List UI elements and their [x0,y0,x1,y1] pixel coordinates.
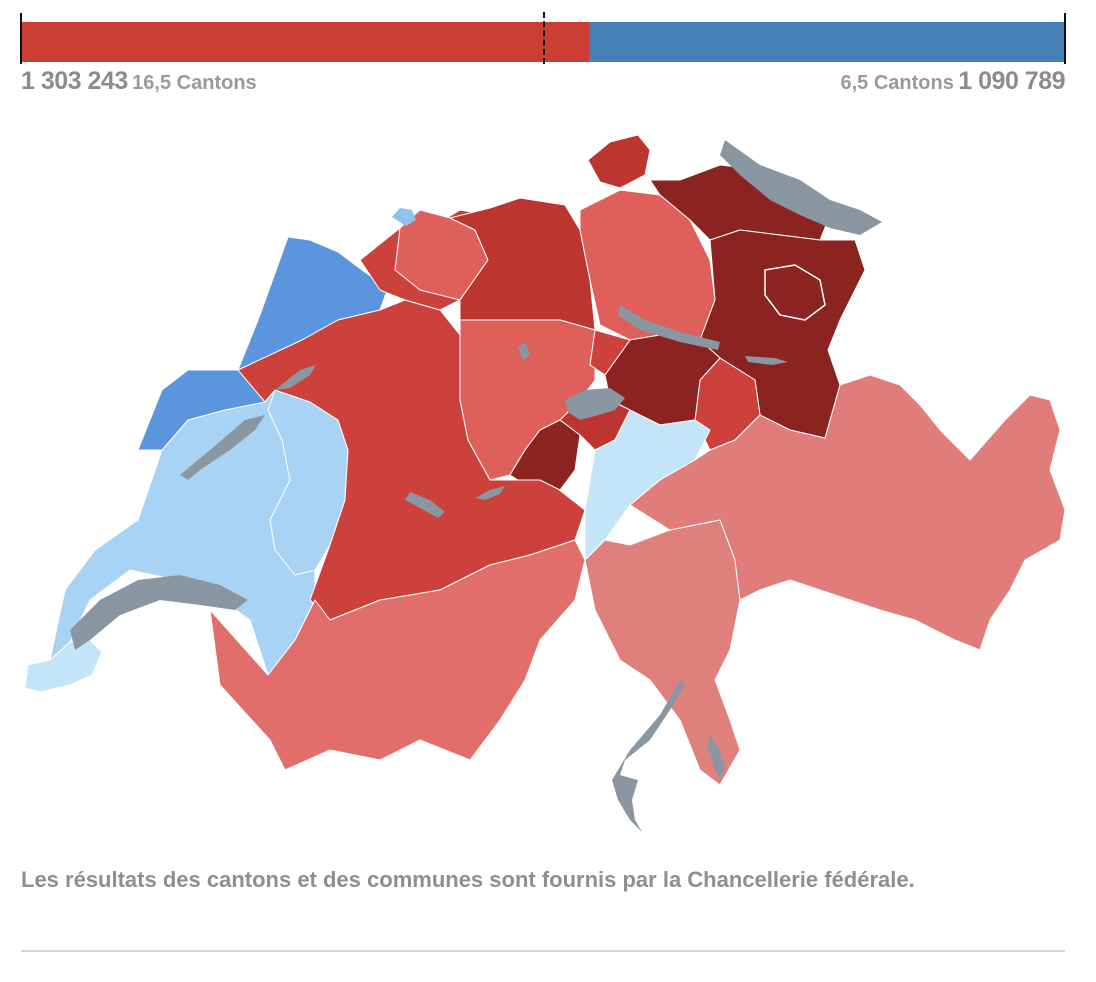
result-bar [20,12,1066,64]
lake-basel-light [392,208,416,226]
footer-divider [21,950,1065,952]
no-bar [588,22,1065,62]
lake-constance [720,140,882,235]
majority-marker [543,12,545,64]
lake-thun [405,492,445,518]
lake-zurich [618,305,720,350]
lake-lugano [708,735,725,780]
switzerland-results-map [24,134,1066,832]
bar-left-edge [20,13,22,64]
lake-biel [275,365,316,390]
canton-obwalden [509,419,581,491]
no-votes: 1 090 789 [958,67,1065,95]
canton-ticino [584,519,741,786]
lake-neuchatel [180,415,265,480]
canton-valais [209,539,586,771]
yes-bar [21,22,589,62]
yes-totals: 1 303 243 16,5 Cantons [21,66,257,100]
canton-schaffhausen [587,134,651,189]
bar-right-edge [1064,13,1066,64]
source-note: Les résultats des cantons et des commune… [21,867,915,892]
lake-geneva [70,575,248,650]
lake-brienz [475,486,505,500]
yes-cantons: 16,5 Cantons [132,72,257,94]
no-totals: 6,5 Cantons 1 090 789 [840,66,1065,100]
lake-lucerne [565,388,625,420]
yes-votes: 1 303 243 [21,67,128,95]
lake-sempach [518,342,530,360]
lake-walensee [745,356,788,365]
canton-zug [589,329,631,376]
canton-appenzell [764,264,826,321]
no-cantons: 6,5 Cantons [840,72,954,94]
canton-graubunden [629,374,1066,651]
lake-maggiore [612,680,685,832]
